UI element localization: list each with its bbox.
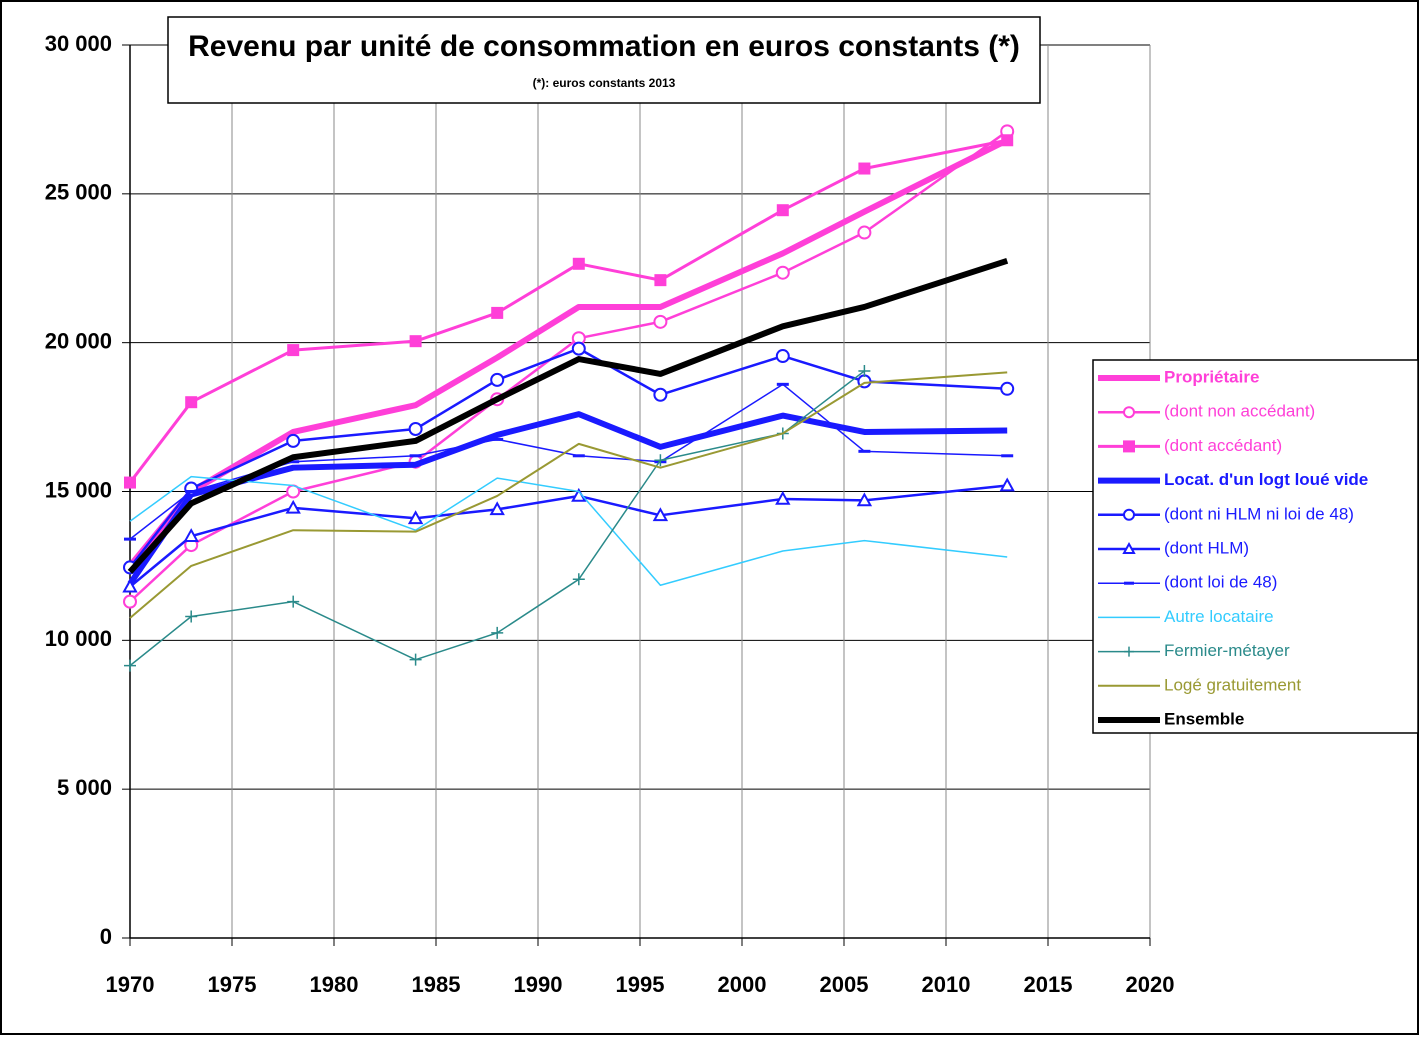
plot-area — [122, 44, 1151, 946]
chart-subtitle: (*): euros constants 2013 — [533, 76, 676, 90]
marker — [776, 204, 789, 217]
marker — [654, 274, 667, 287]
x-tick-label: 1975 — [208, 972, 257, 997]
marker — [857, 225, 872, 240]
series-line — [128, 138, 1008, 484]
marker — [775, 349, 790, 364]
legend-label: (dont non accédant) — [1164, 402, 1315, 421]
y-tick-label: 0 — [100, 924, 112, 949]
marker — [409, 653, 422, 666]
legend-label: Locat. d'un logt loué vide — [1164, 470, 1368, 489]
series-line — [129, 383, 1008, 540]
y-tick-label: 20 000 — [45, 328, 112, 353]
x-tick-label: 1990 — [514, 972, 563, 997]
marker — [652, 507, 669, 522]
legend-label: Fermier-métayer — [1164, 641, 1290, 660]
legend-box — [1092, 359, 1419, 734]
marker — [490, 372, 505, 387]
x-tick-label: 2020 — [1126, 972, 1175, 997]
marker — [287, 595, 300, 608]
marker — [285, 499, 301, 514]
x-tick-label: 1995 — [616, 972, 665, 997]
legend-label: (dont accédant) — [1164, 436, 1282, 455]
marker — [491, 626, 504, 639]
x-tick-label: 2010 — [922, 972, 971, 997]
marker — [183, 528, 199, 542]
legend: Propriétaire (dont non accédant) (dont acc… — [1098, 367, 1368, 728]
y-tick-label: 15 000 — [45, 477, 112, 502]
y-tick-label: 5 000 — [57, 775, 112, 800]
marker — [408, 421, 423, 436]
legend-label: (dont HLM) — [1164, 538, 1249, 557]
marker — [185, 610, 198, 623]
marker — [572, 573, 585, 586]
series-line — [129, 484, 1008, 588]
title-box — [167, 16, 1041, 104]
marker — [572, 257, 585, 270]
x-tick-label: 1985 — [412, 972, 461, 997]
x-tick-label: 2015 — [1024, 972, 1073, 997]
marker — [1122, 541, 1136, 554]
marker — [1123, 440, 1135, 453]
marker — [999, 477, 1015, 492]
marker — [653, 387, 668, 402]
series-line — [129, 475, 1008, 587]
y-tick-label: 25 000 — [45, 180, 112, 205]
series-line — [129, 130, 1008, 603]
marker — [653, 314, 668, 329]
legend-label: (dont loi de 48) — [1164, 573, 1277, 592]
marker — [124, 476, 136, 489]
marker — [858, 162, 871, 175]
legend-label: Ensemble — [1164, 709, 1244, 728]
marker — [775, 490, 791, 505]
x-tick-label: 1970 — [106, 972, 155, 997]
marker — [491, 306, 504, 319]
x-tick-label: 2005 — [820, 972, 869, 997]
chart-title: Revenu par unité de consommation en euro… — [188, 30, 1020, 63]
series-line — [127, 137, 1009, 568]
marker — [1124, 646, 1134, 657]
y-tick-label: 10 000 — [45, 626, 112, 651]
marker — [407, 510, 424, 525]
marker — [287, 344, 300, 357]
series-line — [129, 371, 1008, 619]
y-tick-label: 30 000 — [45, 31, 112, 56]
x-tick-label: 2000 — [718, 972, 767, 997]
legend-label: (dont ni HLM ni loi de 48) — [1164, 504, 1354, 523]
x-tick-label: 1980 — [310, 972, 359, 997]
series-line — [129, 347, 1008, 569]
marker — [122, 578, 138, 593]
marker — [1123, 406, 1135, 419]
marker — [1123, 508, 1135, 521]
marker — [489, 501, 505, 516]
marker — [123, 594, 137, 609]
marker — [858, 364, 871, 377]
marker — [1001, 134, 1014, 147]
marker — [286, 433, 301, 448]
marker — [856, 492, 873, 507]
marker — [185, 396, 198, 409]
series-line — [127, 257, 1009, 574]
marker — [124, 659, 136, 672]
marker — [409, 335, 422, 348]
legend-label: Autre locataire — [1164, 607, 1274, 626]
marker — [1000, 381, 1015, 396]
marker — [571, 341, 586, 356]
marker — [654, 454, 667, 467]
marker — [775, 265, 790, 280]
legend-label: Logé gratuitement — [1164, 675, 1301, 694]
legend-label: Propriétaire — [1164, 367, 1259, 386]
